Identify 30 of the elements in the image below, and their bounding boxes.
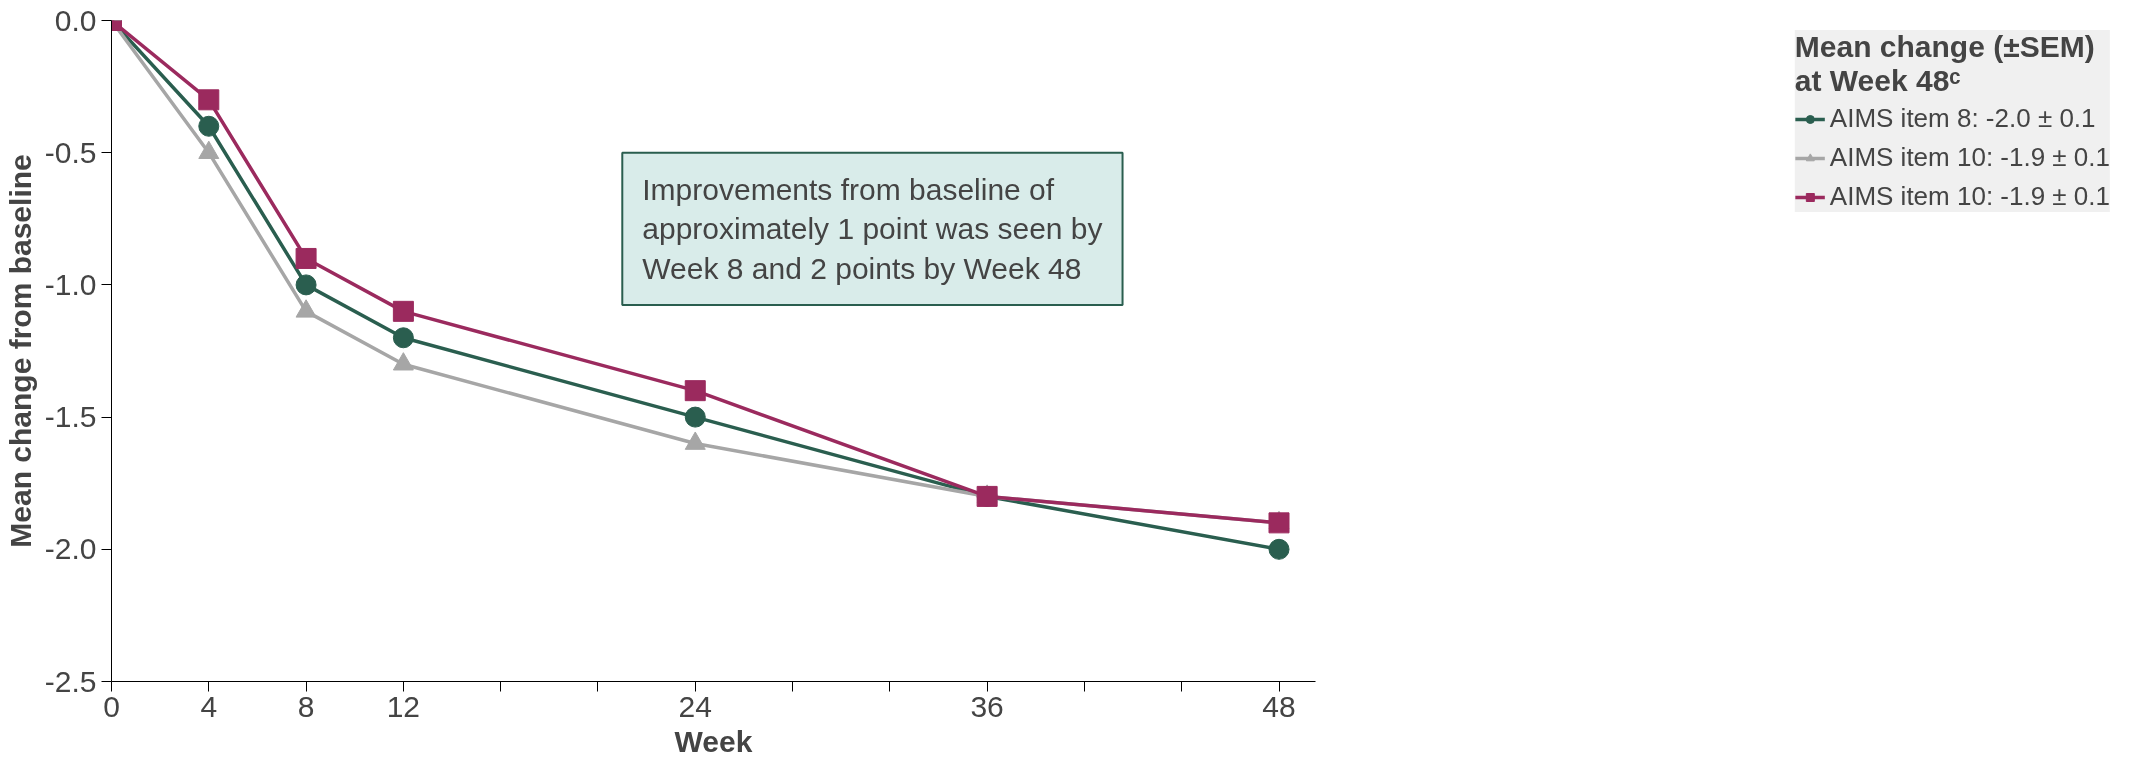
legend-label: AIMS item 10: -1.9 ± 0.1 [1829, 181, 2110, 212]
point [684, 406, 706, 428]
point [295, 274, 317, 296]
y-axis-title: Mean change from baseline [3, 154, 37, 548]
x-tick-label: 12 [386, 689, 421, 723]
y-tick-label: -1.0 [44, 267, 97, 301]
point [198, 89, 220, 111]
y-tick-label: -2.0 [44, 532, 97, 566]
point [392, 300, 414, 322]
y-tick-label: -1.5 [44, 400, 97, 434]
point [295, 247, 317, 269]
x-tick-label: 0 [103, 689, 120, 723]
legend-label: AIMS item 8: -2.0 ± 0.1 [1829, 103, 2096, 134]
y-tick-label: 0.0 [54, 3, 97, 37]
point [392, 327, 414, 349]
point [684, 380, 706, 402]
x-tick-label: 8 [297, 689, 315, 723]
x-tick-label: 4 [200, 689, 218, 723]
y-tick-label: -0.5 [44, 135, 97, 169]
point [198, 115, 220, 137]
legend-label: AIMS item 10: -1.9 ± 0.1 [1829, 142, 2110, 173]
x-axis-title: Week [674, 724, 753, 758]
x-tick-label: 36 [970, 689, 1004, 723]
x-tick-label: 48 [1262, 689, 1296, 723]
y-tick-label: -2.5 [44, 664, 97, 698]
point [1268, 512, 1290, 534]
x-tick-label: 24 [678, 689, 712, 723]
legend-title: Mean change (±SEM) at Week 48ᶜ [1794, 30, 2096, 98]
annotation: Improvements from baseline of approximately 1 point was seen by Week 8 and 2 points by Week 48 [642, 172, 1103, 285]
point [1268, 538, 1290, 560]
